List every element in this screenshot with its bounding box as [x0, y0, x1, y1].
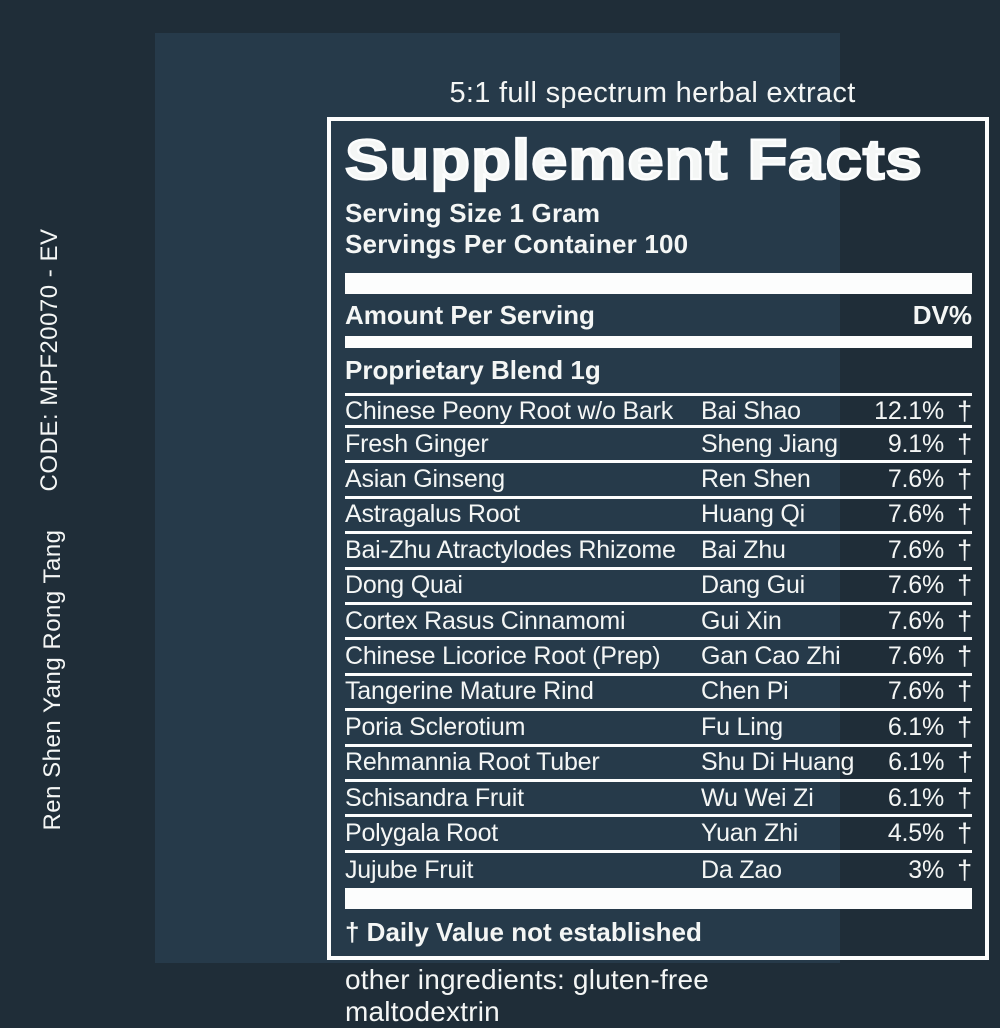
- amount-per-serving-row: Amount Per Serving DV%: [345, 294, 972, 336]
- dagger-symbol: †: [957, 396, 972, 426]
- ingredient-pinyin: Fu Ling: [701, 712, 783, 741]
- ingredient-dv-percent: 7.6%: [887, 677, 944, 706]
- medium-divider-bar: [345, 336, 972, 348]
- ingredient-pinyin: Gui Xin: [701, 606, 782, 635]
- ingredient-name: Bai-Zhu Atractylodes Rhizome: [345, 535, 676, 564]
- dagger-symbol: †: [957, 428, 972, 459]
- ingredient-name: Dong Quai: [345, 571, 463, 600]
- ingredient-dv-percent: 3%: [908, 855, 944, 884]
- ingredient-pinyin: Shu Di Huang: [701, 748, 855, 777]
- ingredient-name: Jujube Fruit: [345, 855, 474, 884]
- ingredient-pinyin: Sheng Jiang: [701, 429, 838, 458]
- dagger-symbol: †: [957, 605, 972, 636]
- product-name-vertical-text: Ren Shen Yang Rong Tang: [39, 529, 66, 831]
- ingredient-row: Jujube Fruit Da Zao 3% †: [345, 853, 972, 888]
- ingredient-pinyin: Wu Wei Zi: [701, 783, 814, 812]
- ingredient-dv-percent: 7.6%: [887, 465, 944, 494]
- dv-percent-header: DV%: [912, 299, 972, 330]
- dagger-symbol: †: [957, 570, 972, 601]
- ingredient-name: Fresh Ginger: [345, 429, 489, 458]
- amount-per-serving-label: Amount Per Serving: [345, 299, 595, 330]
- ingredient-dv-percent: 7.6%: [887, 606, 944, 635]
- ingredient-pinyin: Bai Shao: [701, 397, 801, 425]
- thick-divider-bar-top: [345, 273, 972, 294]
- ingredient-pinyin: Huang Qi: [701, 500, 806, 529]
- dagger-symbol: †: [957, 499, 972, 530]
- ingredient-dv-percent: 7.6%: [887, 500, 944, 529]
- ingredient-row: Polygala Root Yuan Zhi 4.5% †: [345, 817, 972, 853]
- ingredient-pinyin: Chen Pi: [701, 677, 789, 706]
- dagger-symbol: †: [957, 534, 972, 565]
- proprietary-blend-title: Proprietary Blend 1g: [345, 348, 972, 396]
- ingredient-name: Schisandra Fruit: [345, 783, 524, 812]
- extract-ratio-tagline: 5:1 full spectrum herbal extract: [449, 77, 856, 109]
- dagger-symbol: †: [957, 711, 972, 742]
- ingredient-dv-percent: 7.6%: [887, 535, 944, 564]
- servings-per-container-text: Servings Per Container 100: [345, 229, 689, 259]
- label-panel: 5:1 full spectrum herbal extract Supplem…: [155, 33, 989, 1027]
- dagger-symbol: †: [957, 641, 972, 672]
- ingredient-name: Asian Ginseng: [345, 465, 505, 494]
- ingredient-pinyin: Gan Cao Zhi: [701, 642, 841, 671]
- ingredient-row: Poria Sclerotium Fu Ling 6.1% †: [345, 711, 972, 747]
- ingredient-row: Cortex Rasus Cinnamomi Gui Xin 7.6% †: [345, 605, 972, 641]
- ingredient-row: Asian Ginseng Ren Shen 7.6% †: [345, 463, 972, 499]
- ingredient-dv-percent: 6.1%: [888, 748, 945, 777]
- dagger-symbol: †: [957, 676, 972, 707]
- ingredient-pinyin: Bai Zhu: [701, 535, 786, 564]
- ingredient-pinyin: Da Zao: [701, 855, 782, 884]
- ingredient-dv-percent: 6.1%: [887, 712, 944, 741]
- serving-size-text: Serving Size 1 Gram: [345, 198, 601, 228]
- ingredient-row: Bai-Zhu Atractylodes Rhizome Bai Zhu 7.6…: [345, 534, 972, 570]
- ingredient-row: Rehmannia Root Tuber Shu Di Huang 6.1% †: [345, 747, 972, 782]
- serving-info: Serving Size 1 Gram Servings Per Contain…: [345, 198, 972, 260]
- dagger-symbol: †: [957, 782, 972, 813]
- ingredient-name: Chinese Licorice Root (Prep): [345, 642, 661, 671]
- thick-divider-bar-bottom: [345, 888, 972, 910]
- ingredient-name: Astragalus Root: [345, 500, 520, 529]
- ingredient-name: Cortex Rasus Cinnamomi: [345, 606, 626, 635]
- ingredient-name: Polygala Root: [345, 818, 499, 847]
- ingredient-row: Astragalus Root Huang Qi 7.6% †: [345, 499, 972, 535]
- supplement-facts-box: Supplement Facts Serving Size 1 Gram Ser…: [327, 117, 989, 960]
- ingredient-name: Poria Sclerotium: [345, 712, 526, 741]
- ingredient-dv-percent: 4.5%: [887, 818, 944, 847]
- ingredient-name: Rehmannia Root Tuber: [345, 748, 600, 777]
- ingredient-table: Chinese Peony Root w/o Bark Bai Shao 12.…: [345, 396, 972, 888]
- ingredient-dv-percent: 6.1%: [887, 783, 944, 812]
- ingredient-row: Chinese Licorice Root (Prep) Gan Cao Zhi…: [345, 640, 972, 676]
- supplement-facts-title: Supplement Facts: [344, 128, 923, 192]
- ingredient-pinyin: Dang Gui: [701, 571, 806, 600]
- ingredient-pinyin: Ren Shen: [701, 465, 811, 494]
- ingredient-name: Chinese Peony Root w/o Bark: [345, 397, 674, 425]
- product-code-vertical-text: CODE: MPF20070 - EV: [36, 228, 63, 492]
- dagger-symbol: †: [957, 464, 972, 495]
- ingredient-dv-percent: 7.6%: [887, 642, 944, 671]
- other-ingredients-text: other ingredients: gluten-free maltodext…: [345, 964, 709, 1027]
- ingredient-row: Dong Quai Dang Gui 7.6% †: [345, 570, 972, 605]
- ingredient-dv-percent: 9.1%: [887, 429, 944, 458]
- ingredient-row: Schisandra Fruit Wu Wei Zi 6.1% †: [345, 782, 972, 818]
- ingredient-row: Fresh Ginger Sheng Jiang 9.1% †: [345, 428, 972, 464]
- ingredient-dv-percent: 12.1%: [874, 397, 944, 425]
- ingredient-name: Tangerine Mature Rind: [345, 677, 594, 706]
- dagger-symbol: †: [957, 854, 972, 885]
- ingredient-pinyin: Yuan Zhi: [701, 818, 799, 847]
- ingredient-row: Tangerine Mature Rind Chen Pi 7.6% †: [345, 676, 972, 712]
- label-background: CODE: MPF20070 - EV Ren Shen Yang Rong T…: [36, 33, 989, 1027]
- daily-value-footnote: † Daily Value not established: [345, 917, 702, 948]
- ingredient-row: Chinese Peony Root w/o Bark Bai Shao 12.…: [345, 396, 972, 428]
- ingredient-dv-percent: 7.6%: [887, 571, 944, 600]
- dagger-symbol: †: [957, 747, 973, 778]
- dagger-symbol: †: [957, 817, 972, 848]
